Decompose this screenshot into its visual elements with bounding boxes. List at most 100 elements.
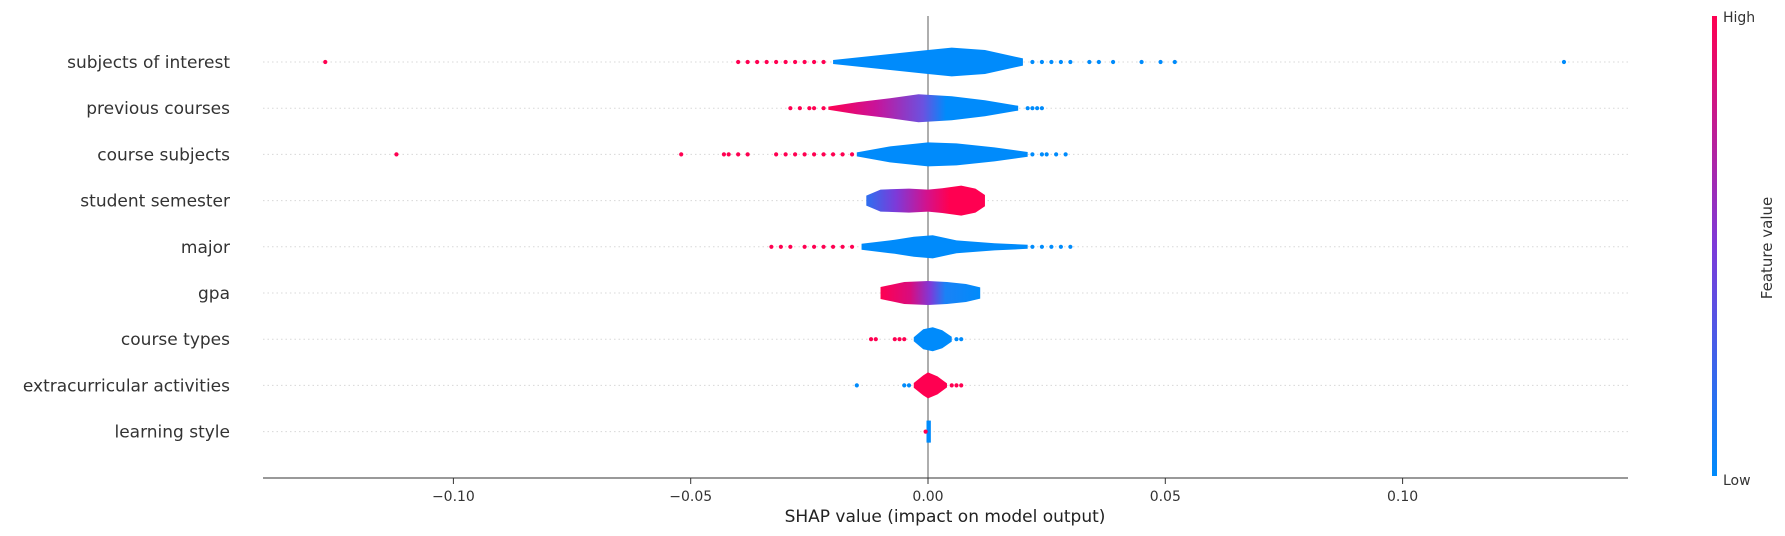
point-major-0 — [769, 244, 774, 249]
point-course-subjects-5 — [745, 152, 750, 157]
point-subjects-of-interest-21 — [1172, 59, 1177, 65]
point-course-subjects-1 — [679, 152, 684, 157]
point-course-subjects-11 — [821, 152, 826, 157]
point-subjects-of-interest-10 — [821, 59, 826, 65]
point-course-subjects-17 — [1044, 152, 1049, 157]
point-subjects-of-interest-7 — [793, 59, 798, 65]
point-subjects-of-interest-1 — [736, 59, 741, 65]
point-major-11 — [1049, 244, 1054, 249]
point-course-types-1 — [873, 337, 878, 342]
point-course-subjects-6 — [774, 152, 779, 157]
feature-label-course-subjects: course subjects — [97, 145, 230, 165]
point-previous-courses-1 — [797, 106, 802, 111]
point-major-4 — [811, 244, 817, 249]
violin-gpa — [880, 281, 981, 305]
outlier-points — [323, 59, 1567, 434]
point-subjects-of-interest-14 — [1058, 59, 1063, 65]
point-course-subjects-13 — [840, 152, 845, 157]
point-major-6 — [830, 244, 836, 249]
colorbar-high-label: High — [1723, 10, 1755, 26]
x-tick-label-1: −0.05 — [669, 489, 712, 505]
point-course-subjects-8 — [793, 152, 798, 157]
point-subjects-of-interest-19 — [1139, 59, 1144, 65]
point-extracurricular-activities-0 — [854, 383, 859, 388]
point-major-9 — [1030, 244, 1035, 249]
violin-course-subjects — [856, 142, 1028, 167]
point-subjects-of-interest-0 — [323, 59, 328, 65]
point-course-subjects-0 — [394, 152, 399, 157]
point-course-subjects-3 — [726, 152, 731, 157]
point-major-13 — [1068, 244, 1073, 249]
point-previous-courses-7 — [1035, 106, 1040, 111]
point-course-subjects-15 — [1030, 152, 1035, 157]
point-course-subjects-14 — [849, 152, 855, 157]
x-axis-label: SHAP value (impact on model output) — [785, 507, 1106, 527]
colorbar-low-label: Low — [1723, 473, 1751, 489]
x-tick-label-3: 0.05 — [1150, 489, 1181, 505]
point-previous-courses-3 — [811, 106, 817, 111]
point-subjects-of-interest-13 — [1049, 59, 1054, 65]
feature-label-learning-style: learning style — [114, 423, 230, 443]
point-subjects-of-interest-5 — [774, 59, 779, 65]
point-course-subjects-7 — [783, 152, 788, 157]
point-major-12 — [1058, 244, 1063, 249]
point-previous-courses-4 — [821, 106, 826, 111]
feature-label-course-types: course types — [121, 330, 230, 350]
point-course-subjects-18 — [1054, 152, 1059, 157]
point-subjects-of-interest-17 — [1096, 59, 1101, 65]
point-course-types-4 — [902, 337, 907, 342]
point-extracurricular-activities-3 — [949, 383, 954, 388]
point-course-types-2 — [892, 337, 897, 342]
point-extracurricular-activities-5 — [959, 383, 964, 388]
violin-student-semester — [866, 185, 985, 216]
point-subjects-of-interest-9 — [811, 59, 817, 65]
point-major-8 — [849, 244, 855, 249]
colorbar-title: Feature value — [1758, 197, 1776, 299]
point-major-2 — [788, 244, 793, 249]
point-subjects-of-interest-16 — [1087, 59, 1092, 65]
point-course-subjects-9 — [802, 152, 807, 157]
point-subjects-of-interest-18 — [1110, 59, 1116, 65]
violin-extracurricular-activities — [913, 372, 947, 399]
point-subjects-of-interest-8 — [802, 59, 807, 65]
point-previous-courses-5 — [1025, 106, 1030, 111]
point-course-types-3 — [897, 337, 902, 342]
colorbar — [1712, 16, 1717, 476]
point-major-10 — [1039, 244, 1045, 249]
point-major-5 — [821, 244, 826, 249]
point-major-3 — [802, 244, 807, 249]
point-major-7 — [840, 244, 845, 249]
point-major-1 — [778, 244, 783, 249]
point-previous-courses-0 — [788, 106, 793, 111]
violin-course-types — [913, 327, 952, 352]
point-learning-style-0 — [923, 429, 928, 434]
point-subjects-of-interest-3 — [755, 59, 760, 65]
point-subjects-of-interest-12 — [1039, 59, 1045, 65]
feature-label-previous-courses: previous courses — [86, 99, 230, 119]
point-previous-courses-8 — [1039, 106, 1045, 111]
feature-label-subjects-of-interest: subjects of interest — [67, 53, 230, 73]
violin-subjects-of-interest — [833, 47, 1023, 77]
point-subjects-of-interest-15 — [1068, 59, 1073, 65]
x-ticks: −0.10 −0.05 0.00 0.05 0.10 — [432, 478, 1418, 505]
point-course-subjects-16 — [1039, 152, 1045, 157]
point-course-types-5 — [954, 337, 959, 342]
point-course-subjects-2 — [721, 152, 727, 157]
x-tick-label-4: 0.10 — [1387, 489, 1418, 505]
feature-label-student-semester: student semester — [80, 192, 230, 212]
point-course-subjects-12 — [830, 152, 836, 157]
point-extracurricular-activities-1 — [902, 383, 907, 388]
point-subjects-of-interest-20 — [1158, 59, 1163, 65]
point-subjects-of-interest-4 — [764, 59, 769, 65]
point-extracurricular-activities-4 — [954, 383, 959, 388]
point-previous-courses-6 — [1030, 106, 1035, 111]
point-course-subjects-19 — [1063, 152, 1068, 157]
point-course-subjects-4 — [736, 152, 741, 157]
point-subjects-of-interest-6 — [783, 59, 788, 65]
feature-label-major: major — [181, 238, 230, 258]
violins — [828, 47, 1028, 443]
point-subjects-of-interest-11 — [1030, 59, 1035, 65]
violin-major — [861, 235, 1028, 259]
violin-bar-learning-style — [926, 420, 930, 443]
